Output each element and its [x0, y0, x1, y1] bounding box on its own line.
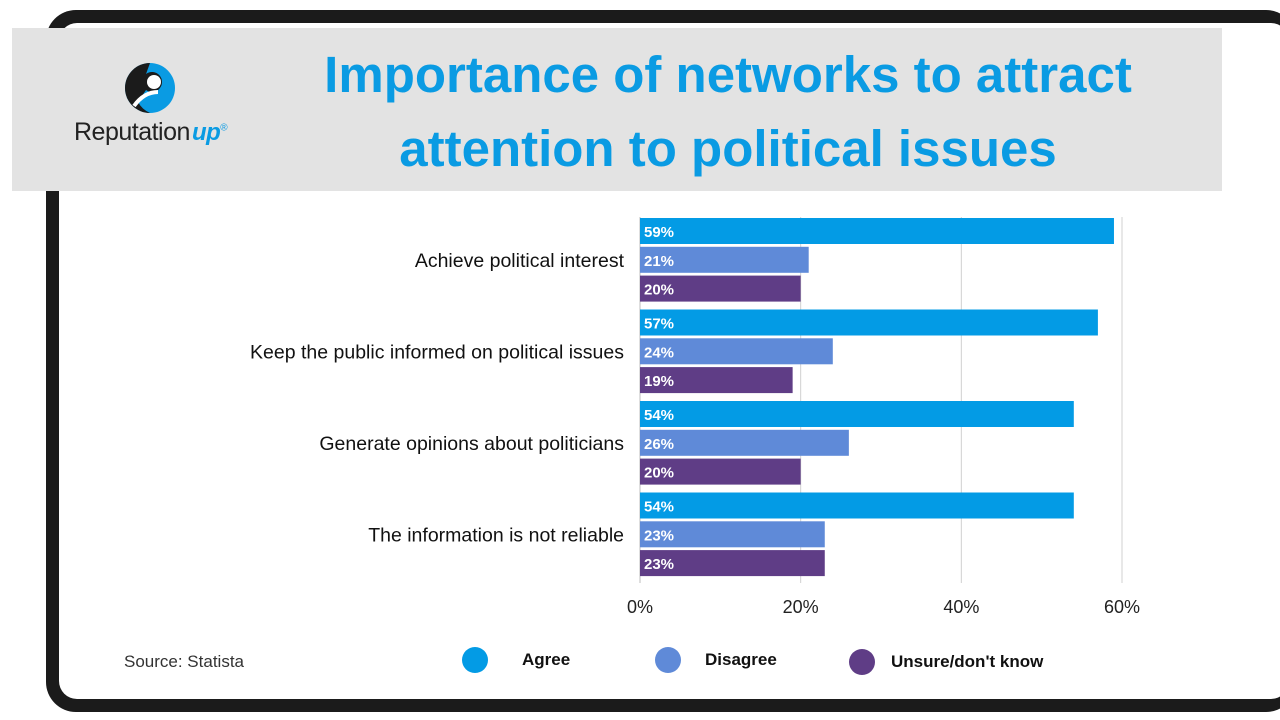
data-label: 26% [644, 436, 674, 453]
bar [640, 338, 833, 365]
logo-accent: up [191, 119, 221, 146]
bar [640, 492, 1074, 519]
bar [640, 521, 825, 548]
logo-word: Reputation [74, 118, 190, 146]
logo-text: Reputationup® [74, 118, 228, 147]
legend-item-unsure: Unsure/don't know [849, 649, 1043, 675]
data-label: 57% [644, 316, 674, 333]
data-label: 23% [644, 527, 674, 544]
legend-label-agree: Agree [522, 650, 571, 669]
registered-mark: ® [220, 122, 228, 134]
bar [640, 367, 793, 394]
bar [640, 458, 801, 485]
category-label: Generate opinions about politicians [319, 433, 624, 455]
x-tick-label: 60% [1104, 597, 1140, 617]
bar [640, 401, 1074, 427]
x-tick-label: 20% [783, 597, 819, 617]
data-label: 21% [644, 253, 674, 270]
bar [640, 218, 1114, 244]
bar [640, 246, 809, 273]
data-label: 54% [644, 499, 674, 516]
bar [640, 429, 849, 456]
data-label: 54% [644, 407, 674, 424]
bar [640, 309, 1098, 336]
data-label: 20% [644, 465, 674, 482]
bar [640, 275, 801, 302]
bar [640, 550, 825, 577]
legend-label-unsure: Unsure/don't know [891, 652, 1044, 671]
logo-mark-icon [125, 63, 175, 113]
data-label: 23% [644, 556, 674, 573]
legend-item-disagree: Disagree [655, 647, 777, 673]
legend-dot-agree [462, 647, 488, 673]
x-tick-label: 40% [943, 597, 979, 617]
data-label: 19% [644, 373, 674, 390]
legend-dot-unsure [849, 649, 875, 675]
category-label: Keep the public informed on political is… [250, 341, 624, 363]
x-tick-label: 0% [627, 597, 653, 617]
header-band [12, 28, 1222, 191]
data-label: 24% [644, 344, 674, 361]
legend-dot-disagree [655, 647, 681, 673]
data-label: 20% [644, 282, 674, 299]
page-title: Importance of networks to attract attent… [324, 46, 1132, 177]
category-label: The information is not reliable [368, 524, 624, 546]
reputationup-logo: Reputationup® [74, 60, 244, 160]
category-label: Achieve political interest [415, 250, 625, 272]
legend-label-disagree: Disagree [705, 650, 777, 669]
source-note: Source: Statista [124, 652, 245, 671]
data-label: 59% [644, 224, 674, 241]
legend-item-agree: Agree [462, 647, 570, 673]
